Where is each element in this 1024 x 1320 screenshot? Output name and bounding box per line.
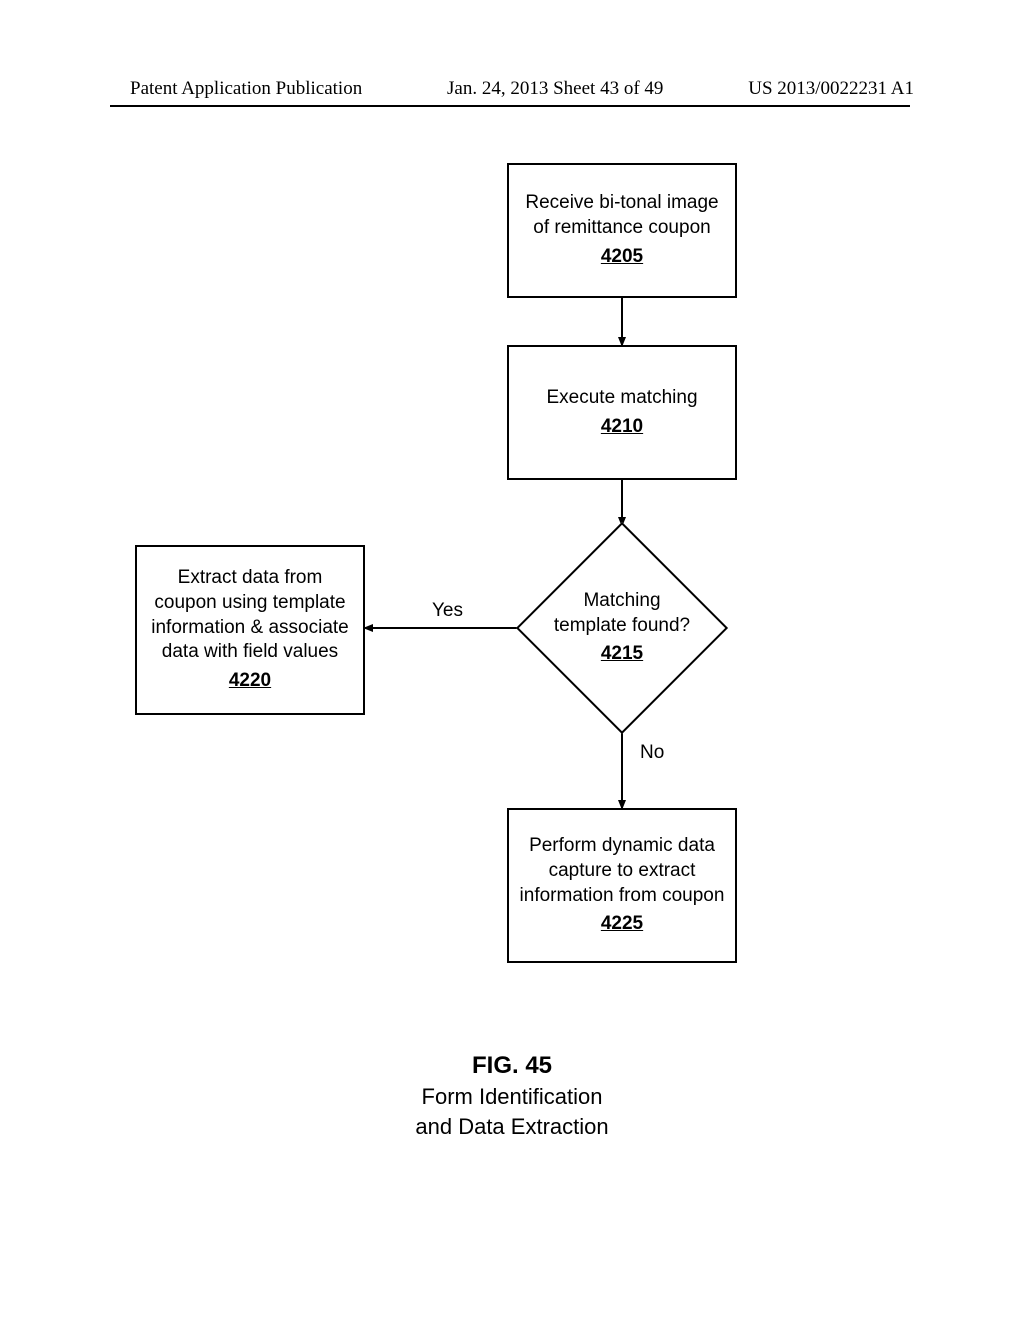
- node-4225: Perform dynamic data capture to extract …: [507, 808, 737, 963]
- node-4215: Matching template found? 4215: [517, 523, 727, 733]
- node-ref: 4220: [229, 669, 271, 694]
- node-text: Perform dynamic data capture to extract …: [517, 834, 727, 908]
- node-4220: Extract data from coupon using template …: [135, 545, 365, 715]
- diamond-text-wrap: Matching template found? 4215: [517, 523, 727, 733]
- caption-line1: Form Identification: [362, 1082, 662, 1112]
- node-text: Matching template found?: [552, 589, 692, 638]
- node-4205: Receive bi-tonal image of remittance cou…: [507, 163, 737, 298]
- edge-label-no: No: [640, 742, 664, 764]
- node-ref: 4225: [601, 912, 643, 937]
- node-ref: 4215: [601, 642, 643, 667]
- node-text: Execute matching: [546, 386, 697, 411]
- edge-label-yes: Yes: [432, 600, 463, 622]
- figure-number: FIG. 45: [362, 1050, 662, 1082]
- caption-line2: and Data Extraction: [362, 1112, 662, 1142]
- node-ref: 4210: [601, 415, 643, 440]
- node-ref: 4205: [601, 245, 643, 270]
- figure-caption: FIG. 45 Form Identification and Data Ext…: [362, 1050, 662, 1142]
- node-text: Extract data from coupon using template …: [145, 566, 355, 665]
- node-4210: Execute matching 4210: [507, 345, 737, 480]
- flowchart: Receive bi-tonal image of remittance cou…: [0, 0, 1024, 1320]
- node-text: Receive bi-tonal image of remittance cou…: [517, 191, 727, 240]
